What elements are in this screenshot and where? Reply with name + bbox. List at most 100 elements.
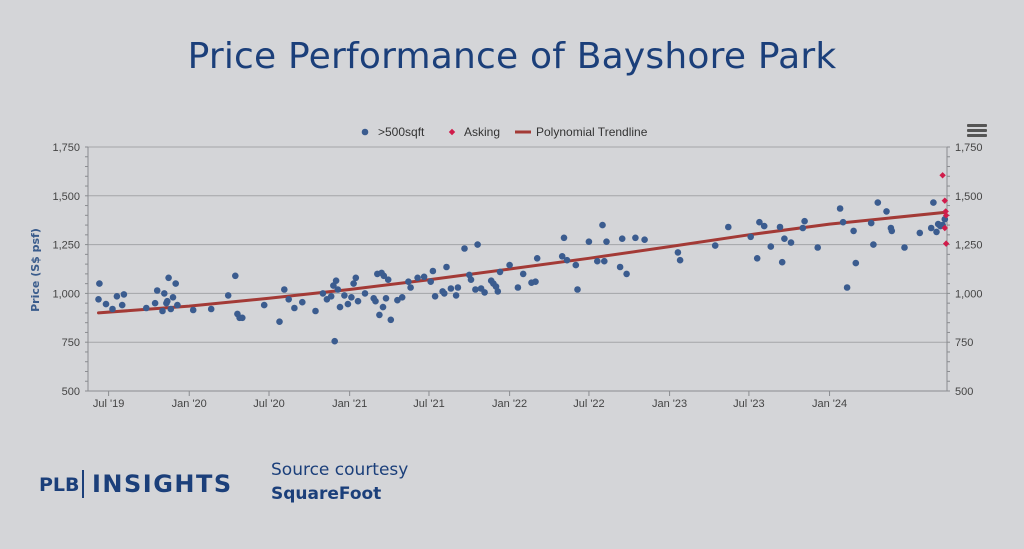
transaction-point [801,217,808,225]
y-axis-label: Price (S$ psf) [29,228,42,312]
transaction-point [232,272,239,280]
transaction-point [239,314,246,322]
transaction-point [843,284,851,291]
transaction-point [839,218,847,226]
transaction-point [787,239,795,246]
transaction-point [341,292,348,299]
x-tick-label: Jul '21 [413,398,444,410]
transaction-point [623,270,630,278]
transaction-point [379,303,387,311]
y-tick-label: 1,000 [52,288,80,300]
asking-point [939,172,946,179]
transaction-point [169,294,177,301]
x-tick-label: Jul '20 [253,398,284,410]
transaction-point [102,300,110,308]
x-tick-label: Jan '21 [332,398,367,410]
transaction-point [167,305,175,313]
transaction-point [285,296,293,303]
transaction-point [276,318,283,326]
transaction-point [164,297,171,305]
asking-point [941,197,949,204]
transaction-point [753,254,761,262]
transaction-point [95,296,102,303]
transaction-point [407,284,414,291]
y-tick-label-right: 1,500 [955,191,983,203]
transaction-point [467,276,475,284]
transaction-point [585,238,593,245]
y-tick-label: 1,750 [52,142,80,154]
transaction-point [354,297,362,305]
transaction-point [870,241,877,248]
transaction-point [380,272,388,280]
transaction-point [781,235,788,242]
x-tick-label: Jan '22 [492,398,527,410]
transaction-point [452,292,460,299]
transaction-point [474,241,481,248]
transaction-point [447,285,455,292]
transaction-point [319,290,327,297]
transaction-point [405,278,412,286]
transaction-point [676,256,684,264]
transaction-point [159,307,166,315]
y-axis-tick-labels-left: 500 750 1,000 1,250 1,500 1,750 [52,142,80,398]
transaction-point [641,236,648,243]
transaction-point [143,304,150,312]
transaction-point [414,274,421,282]
transaction-point [420,273,428,281]
transaction-point [454,284,462,291]
transaction-point [331,337,339,345]
hamburger-menu-icon[interactable] [967,124,987,138]
y-tick-label: 500 [62,386,80,398]
asking-point [942,212,950,219]
transaction-point [883,208,890,215]
transaction-point [601,257,608,265]
transaction-point [113,293,121,300]
transaction-point [930,199,937,206]
transaction-point [472,286,479,293]
legend-marker-asking [448,128,456,136]
transaction-point [760,222,768,230]
transaction-point [618,235,626,242]
y-tick-label-right: 500 [955,386,973,398]
transaction-point [532,278,539,286]
transaction-point [481,289,488,296]
transaction-point [850,227,857,235]
transaction-point [836,205,844,212]
transaction-point [514,284,522,291]
transaction-point [927,224,935,232]
transaction-point [334,286,342,293]
y-tick-label-right: 1,750 [955,142,983,154]
x-axis-tick-labels: Jul '19 Jan '20 Jul '20 Jan '21 Jul '21 Jan '… [93,398,847,410]
transaction-point [756,218,763,226]
transaction-point [494,288,502,295]
transaction-point [224,292,232,299]
asking-point [941,224,949,232]
transaction-point [916,229,924,237]
axes [85,146,950,396]
transaction-point [431,293,439,300]
transaction-point [594,257,601,265]
transaction-point [603,238,610,245]
transaction-point [429,267,437,275]
transaction-point [281,286,288,293]
x-tick-label: Jan '24 [812,398,847,410]
transaction-point [560,234,568,242]
transaction-point [776,223,784,231]
transaction-point [109,305,116,313]
transaction-point [344,300,352,308]
asking-point [942,208,949,215]
transaction-point [799,224,807,232]
transaction-point [291,304,298,312]
series-layer [95,172,950,345]
transaction-point [299,298,306,306]
transaction-point [632,234,639,242]
y-tick-label: 1,500 [52,191,80,203]
transaction-point [496,268,504,276]
transaction-point [327,293,335,300]
legend-label-asking: Asking [464,125,500,139]
transaction-point [332,277,340,285]
transaction-point [361,290,369,297]
transaction-point [747,233,754,241]
transaction-point [874,199,882,206]
transaction-point [767,243,775,250]
